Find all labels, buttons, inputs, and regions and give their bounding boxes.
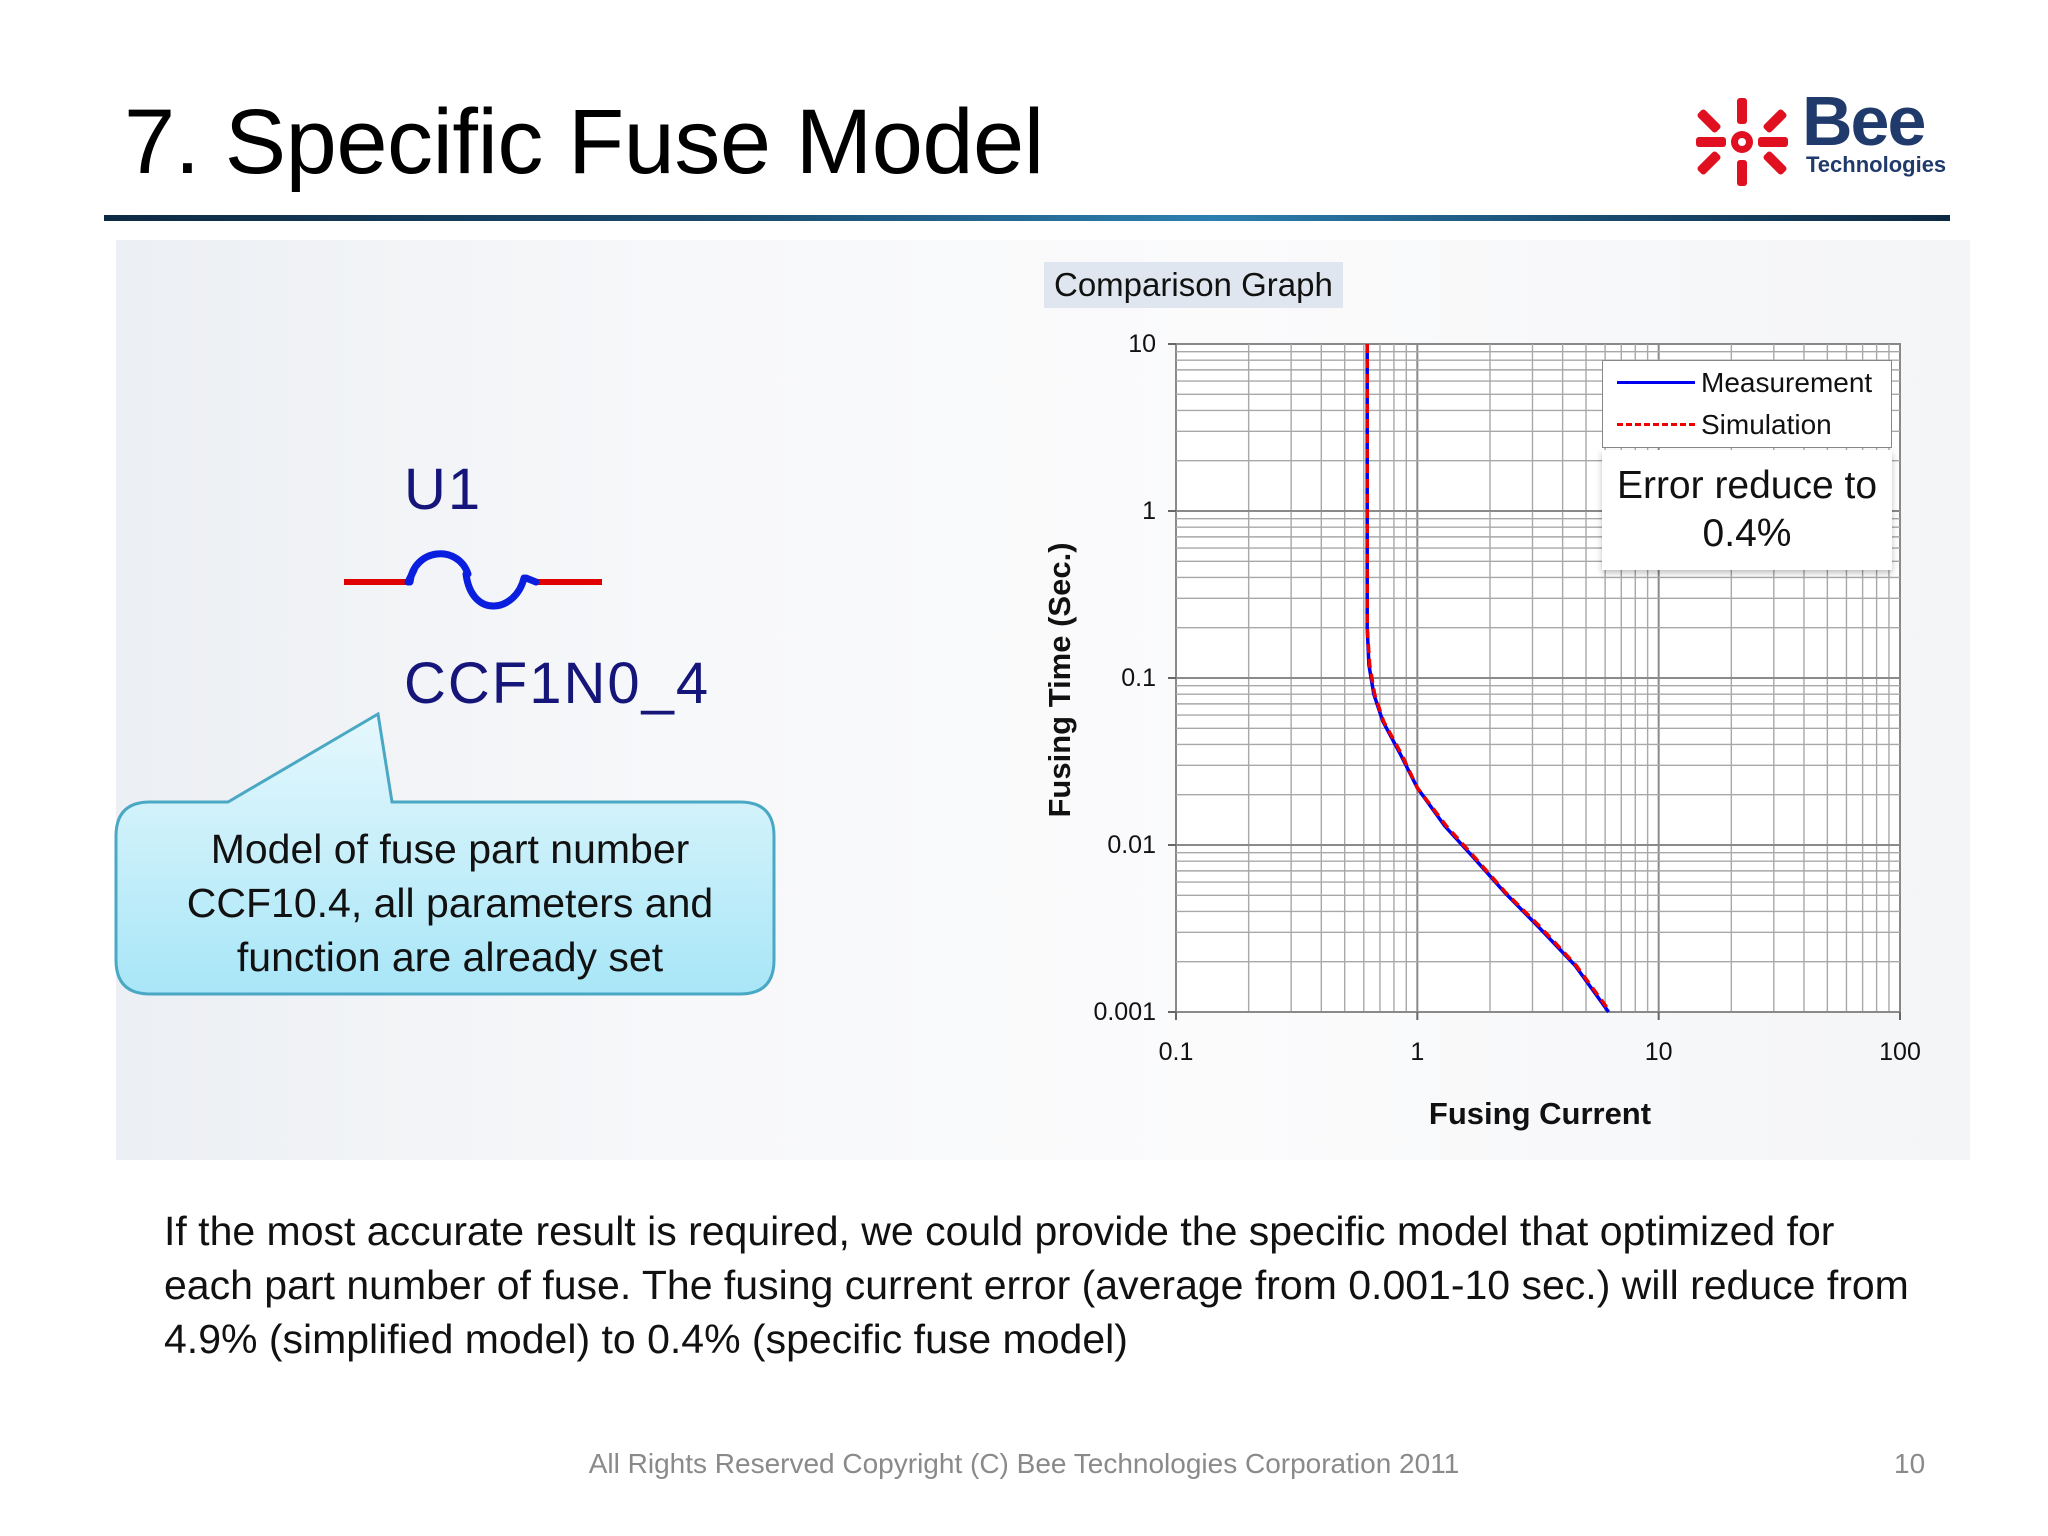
legend-swatch-simulation [1617, 423, 1695, 426]
fuse-value-label: CCF1N0_4 [404, 651, 711, 716]
y-tick-label: 10 [1128, 330, 1156, 358]
x-tick-label: 0.1 [1159, 1038, 1194, 1066]
chart-title: Comparison Graph [1044, 262, 1343, 308]
logo-subtitle: Technologies [1806, 152, 1947, 177]
legend-label-measurement: Measurement [1701, 367, 1873, 398]
series-line-simulation [1365, 344, 1612, 1014]
y-tick-label: 0.1 [1121, 664, 1156, 692]
callout-text: Model of fuse part number CCF10.4, all p… [186, 826, 714, 980]
logo-wordmark: Bee [1802, 82, 1926, 160]
chart-legend: Measurement Simulation [1602, 360, 1892, 448]
x-tick-label: 10 [1645, 1038, 1673, 1066]
footer-copyright: All Rights Reserved Copyright (C) Bee Te… [588, 1448, 1460, 1479]
x-tick-label: 1 [1410, 1038, 1424, 1066]
company-logo: Bee Technologies [1690, 86, 1950, 192]
logo-mark-icon [1696, 98, 1788, 186]
title-rule [104, 215, 1950, 221]
legend-label-simulation: Simulation [1701, 409, 1832, 440]
y-tick-label: 0.001 [1093, 998, 1156, 1026]
legend-swatch-measurement [1617, 381, 1695, 384]
x-tick-label: 100 [1879, 1038, 1921, 1066]
x-axis-label: Fusing Current [1429, 1096, 1651, 1131]
slide-title: 7. Specific Fuse Model [124, 91, 1044, 193]
fuse-body [406, 550, 540, 610]
y-axis-label: Fusing Time (Sec.) [1042, 542, 1077, 817]
legend-item-simulation: Simulation [1603, 405, 1891, 445]
y-tick-label: 0.01 [1107, 831, 1156, 859]
legend-item-measurement: Measurement [1603, 363, 1891, 403]
y-tick-label: 1 [1142, 497, 1156, 525]
logo-petals [1696, 98, 1788, 186]
callout-bubble [114, 711, 776, 996]
chart-series [1365, 344, 1612, 1014]
error-note: Error reduce to 0.4% [1602, 450, 1892, 570]
page-number: 10 [1894, 1448, 1926, 1479]
body-paragraph: If the most accurate result is required,… [164, 1208, 1909, 1362]
fuse-reference-label: U1 [404, 457, 483, 522]
chart-ticks: 0.1 1 10 100 10 1 0.1 0.01 0.001 [1093, 330, 1920, 1066]
fuse-symbol [344, 550, 602, 610]
